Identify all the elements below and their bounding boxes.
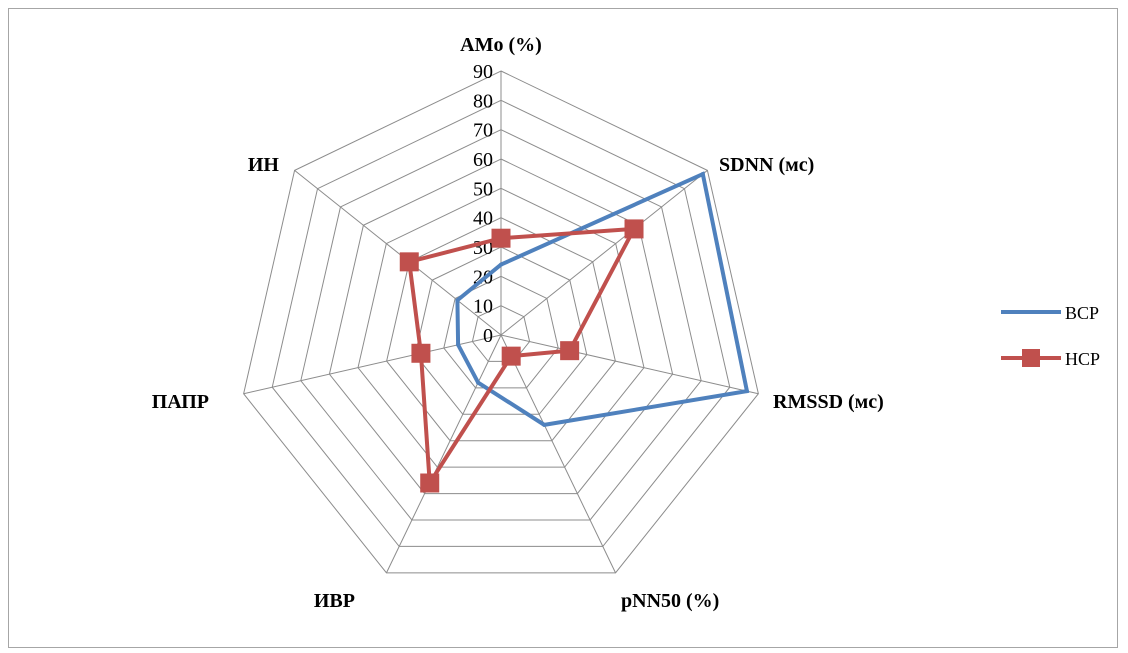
- axis-label: AMo (%): [460, 34, 542, 56]
- axis-label: pNN50 (%): [621, 590, 719, 612]
- data-point: [456, 342, 461, 347]
- grid-ring: [386, 217, 616, 442]
- data-point: [744, 389, 749, 394]
- axis-spoke: [386, 334, 502, 574]
- data-point-marker: [560, 341, 580, 361]
- tick-label: 50: [473, 178, 493, 200]
- grid-ring: [328, 158, 674, 495]
- data-point: [455, 298, 460, 303]
- axis-label: ИВР: [314, 590, 355, 612]
- data-point: [700, 172, 705, 177]
- grid-ring: [443, 275, 559, 389]
- tick-label: 40: [473, 208, 493, 230]
- radar-grid: [243, 70, 759, 574]
- grid-ring: [357, 187, 645, 468]
- grid-ring: [243, 70, 759, 574]
- axis-spoke: [500, 170, 708, 336]
- data-point-marker: [420, 473, 440, 493]
- series-line: [407, 226, 638, 490]
- data-point: [499, 262, 503, 267]
- data-series: [399, 171, 750, 493]
- axis-label: RMSSD (мс): [773, 391, 884, 413]
- data-point: [542, 422, 547, 427]
- chart-frame: 0 10 20 30 40 50 60 70 80 90 AMo (%) SDNN (мс) RMSS…: [8, 8, 1118, 648]
- legend-entry-label: НСР: [1065, 349, 1100, 369]
- tick-label: 10: [473, 296, 493, 318]
- tick-label: 0: [483, 325, 493, 347]
- data-point-marker: [491, 228, 511, 248]
- grid-ring: [414, 246, 588, 415]
- data-point-marker: [399, 252, 419, 272]
- data-point: [476, 380, 481, 385]
- axis-spoke: [294, 170, 502, 336]
- data-point-marker: [624, 219, 644, 239]
- legend-entry-label: ВСР: [1065, 303, 1099, 323]
- series-line: [455, 171, 750, 427]
- axis-label: SDNN (мс): [719, 154, 814, 176]
- axis-spoke: [500, 334, 616, 574]
- tick-label: 80: [473, 90, 493, 112]
- axis-label: ПАПР: [152, 391, 209, 413]
- legend: ВСР НСР: [1001, 303, 1100, 369]
- tick-label: 70: [473, 120, 493, 142]
- axis-label: ИН: [248, 154, 280, 176]
- grid-ring: [471, 305, 531, 362]
- legend-marker: [1022, 349, 1040, 367]
- grid-ring: [271, 99, 731, 547]
- tick-label: 60: [473, 149, 493, 171]
- data-point-marker: [501, 346, 521, 366]
- grid-ring: [300, 129, 702, 521]
- data-point-marker: [411, 343, 431, 363]
- axis-labels: AMo (%) SDNN (мс) RMSSD (мс) pNN50 (%) ИВР ПА…: [152, 34, 884, 612]
- axis-spoke: [500, 334, 759, 395]
- tick-label: 90: [473, 61, 493, 83]
